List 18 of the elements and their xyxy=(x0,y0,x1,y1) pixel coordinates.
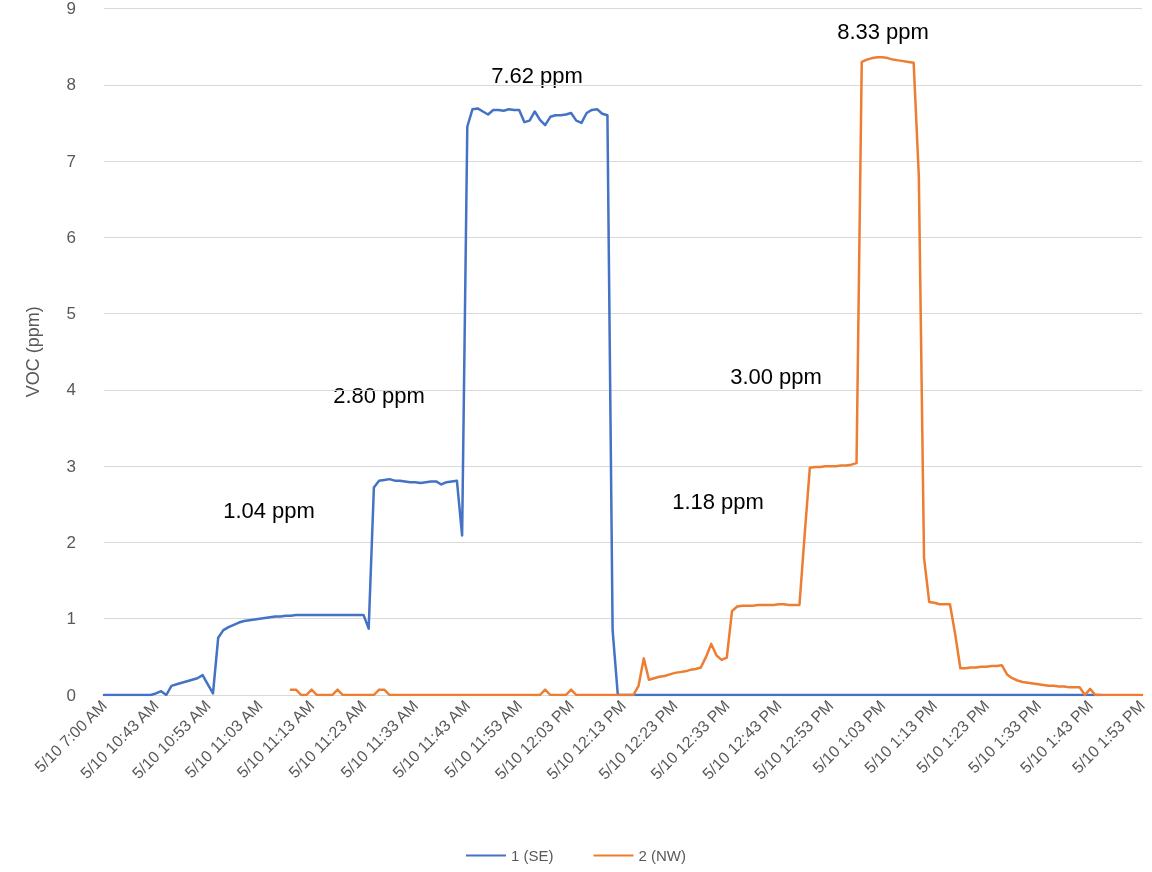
y-tick-label: 6 xyxy=(66,227,76,247)
annotation: 1.18 ppm xyxy=(672,488,764,514)
y-axis-title: VOC (ppm) xyxy=(23,306,43,398)
y-tick-label: 1 xyxy=(66,609,76,629)
legend-label: 2 (NW) xyxy=(638,847,687,864)
annotation: 7.62 ppm xyxy=(491,62,583,88)
y-tick-label: 5 xyxy=(66,304,76,324)
y-tick-label: 8 xyxy=(66,75,76,95)
annotation: 3.00 ppm xyxy=(730,363,822,389)
y-tick-label: 9 xyxy=(66,0,76,18)
y-tick-label: 4 xyxy=(66,380,76,400)
legend-label: 1 (SE) xyxy=(511,847,554,864)
y-tick-label: 3 xyxy=(66,456,76,476)
annotation: 1.04 ppm xyxy=(223,497,315,523)
y-tick-label: 2 xyxy=(66,532,76,552)
y-tick-label: 0 xyxy=(66,685,76,705)
y-tick-label: 7 xyxy=(66,151,76,171)
annotation: 8.33 ppm xyxy=(837,18,929,44)
